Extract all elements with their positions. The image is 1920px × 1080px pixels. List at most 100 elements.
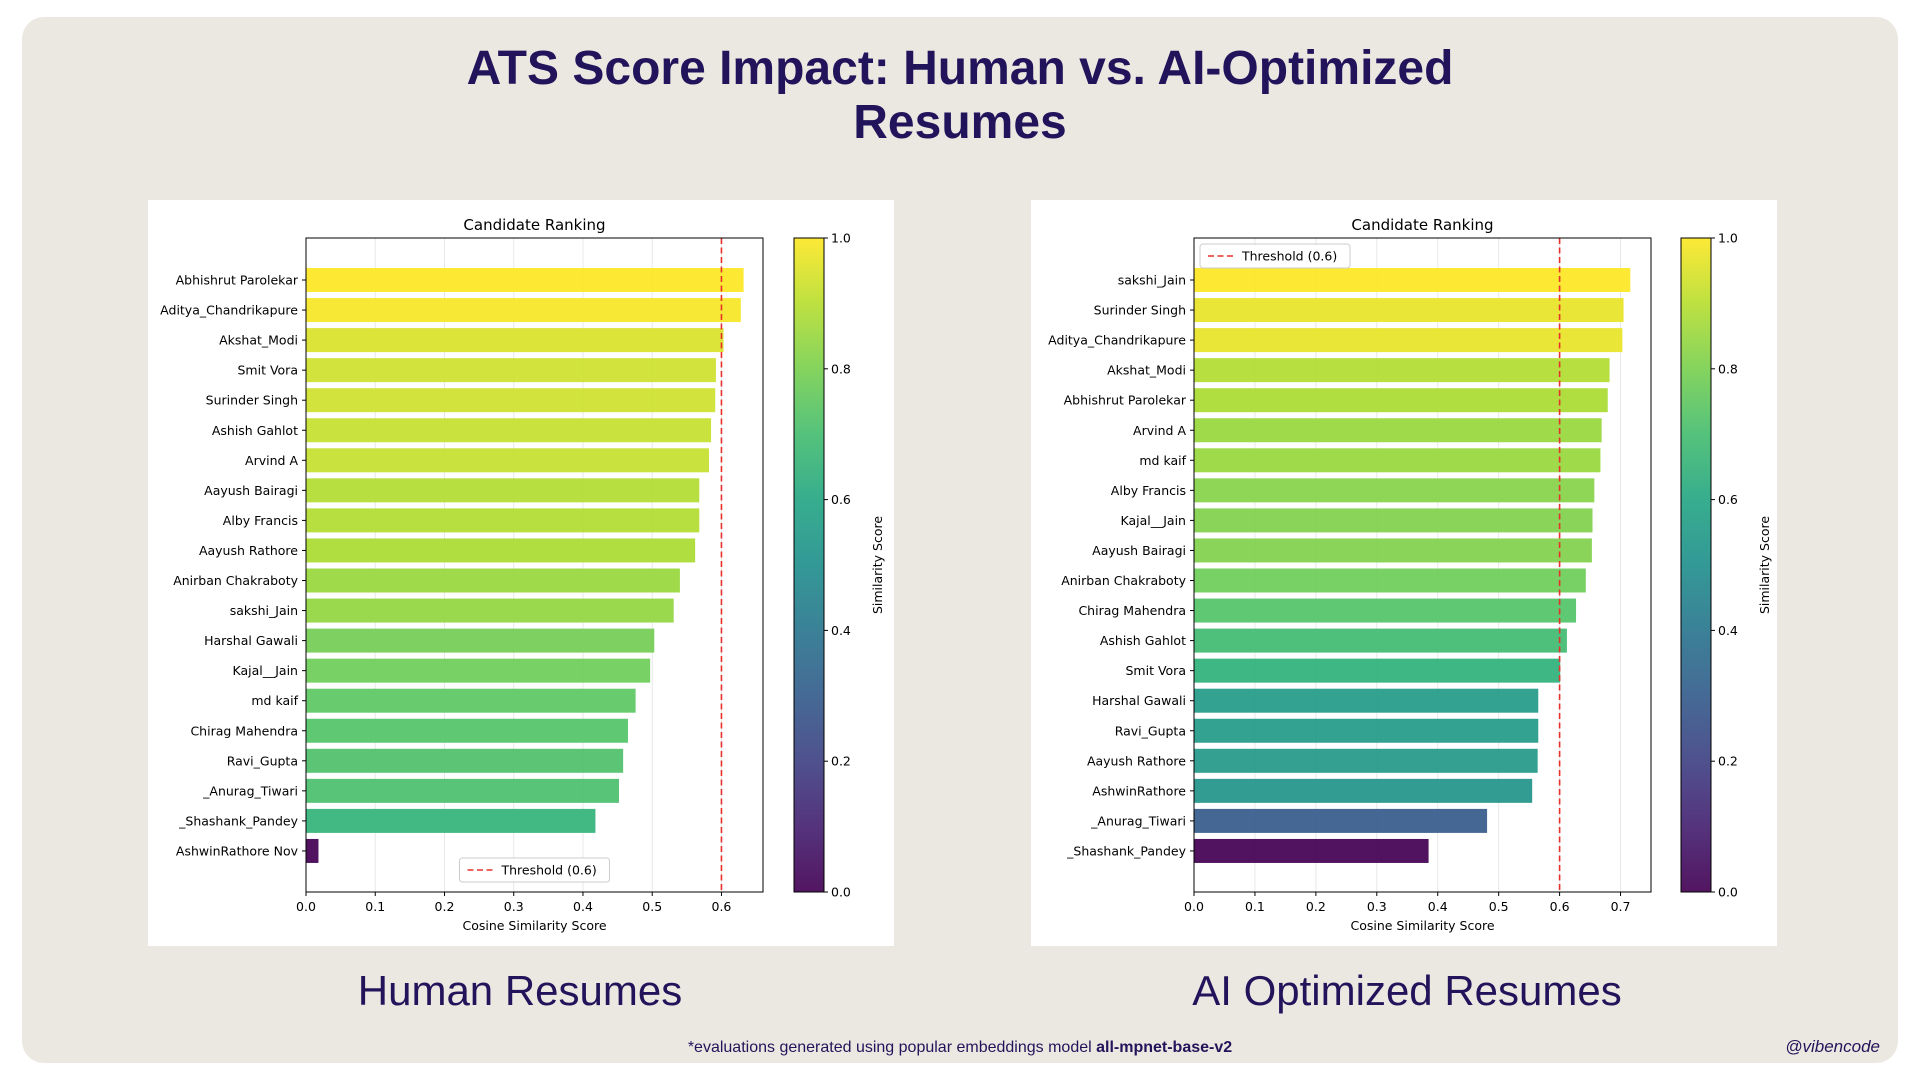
plot-frame [305,237,764,893]
y-tick-label: Chirag Mahendra [1078,603,1186,618]
bar [306,778,619,803]
chart-1-svg: sakshi_Jain Surinder Singh Aditya_Chandrik… [1048,216,1772,933]
y-tick-label: _Anurag_Tiwari [1090,813,1186,828]
page-title: ATS Score Impact: Human vs. AI-Optimized… [466,42,1454,149]
ai-optimized-caption: AI Optimized Resumes [1192,967,1622,1014]
x-tick-label: 0.5 [1489,899,1509,914]
colorbar-tick-label: 0.6 [1718,492,1738,507]
legend-box [1199,243,1351,269]
x-axis-label: Cosine Similarity Score [462,918,606,933]
bar [1194,388,1608,413]
y-tick-label: Arvind A [1133,423,1186,438]
bar [1194,748,1538,773]
y-tick-label: Anirban Chakraboty [1061,573,1186,588]
bar [306,688,636,713]
bar [306,538,696,563]
y-tick-label: Smit Vora [238,363,299,378]
colorbar-tick-label: 0.8 [1718,361,1738,376]
bar [1194,808,1488,833]
bar [1194,418,1602,443]
colorbar-label: Similarity Score [1757,516,1772,614]
x-axis-label: Cosine Similarity Score [1350,918,1494,933]
bar [306,508,700,533]
bar [306,808,596,833]
bar [1194,778,1533,803]
bar [306,328,724,353]
colorbar-tick-label: 0.4 [831,623,851,638]
x-tick-label: 0.0 [1184,899,1204,914]
bar [1194,628,1567,653]
bar [306,268,744,292]
footnote-text: *evaluations generated using popular emb… [687,1039,1097,1056]
y-tick-label: Anirban Chakraboty [173,573,298,588]
x-tick-label: 0.1 [365,899,385,914]
bar [306,358,716,383]
colorbar-tick-label: 0.8 [831,361,851,376]
colorbar-tick-label: 0.2 [831,754,851,769]
colorbar-label: Similarity Score [870,516,885,614]
bar [306,568,680,593]
footnote-model: all-mpnet-base-v2 [1096,1039,1233,1056]
bar [1194,538,1592,563]
plot-frame [1193,237,1652,893]
y-tick-label: Smit Vora [1126,663,1187,678]
x-tick-label: 0.5 [642,899,662,914]
author-handle: @vibencode [1785,1037,1880,1056]
y-tick-label: sakshi_Jain [1118,273,1186,288]
x-tick-label: 0.2 [435,899,455,914]
y-tick-label: AshwinRathore [1092,783,1186,798]
human-resumes-caption: Human Resumes [357,967,683,1014]
bar [306,478,700,503]
bar [306,388,716,413]
bar [306,748,624,773]
y-tick-label: Kajal__Jain [233,663,299,678]
bar [306,658,651,683]
y-tick-label: Akshat_Modi [1107,363,1186,378]
y-tick-label: Ashish Gahlot [1100,633,1186,648]
y-tick-label: Aditya_Chandrikapure [1048,333,1186,348]
legend-label: Threshold (0.6) [501,863,597,878]
y-tick-label: _Shashank_Pandey [178,813,298,828]
bar [306,838,319,863]
colorbar-tick-label: 0.2 [1718,754,1738,769]
colorbar-tick-label: 0.0 [831,885,851,900]
colorbar-tick-label: 1.0 [1718,231,1738,246]
x-tick-label: 0.6 [712,899,732,914]
bar [1194,658,1561,683]
y-tick-label: Surinder Singh [1094,303,1186,318]
y-tick-label: md kaif [1139,453,1186,468]
y-tick-label: md kaif [251,693,298,708]
bar [1194,298,1624,323]
x-tick-label: 0.4 [1428,899,1448,914]
bar [1194,838,1429,863]
y-tick-label: _Anurag_Tiwari [202,783,298,798]
bar [1194,328,1623,353]
x-tick-label: 0.3 [504,899,524,914]
footnote: *evaluations generated using popular emb… [460,1039,1460,1057]
y-tick-label: AshwinRathore Nov [176,843,299,858]
x-tick-label: 0.1 [1245,899,1265,914]
y-tick-label: Arvind A [245,453,298,468]
colorbar-tick-label: 0.6 [831,492,851,507]
bar [1194,268,1631,292]
bar [1194,718,1539,743]
y-tick-label: Akshat_Modi [219,333,298,348]
y-tick-label: Abhishrut Parolekar [176,273,299,288]
y-tick-label: Ravi_Gupta [227,753,298,768]
colorbar [1680,237,1712,893]
bar [306,448,709,473]
y-tick-label: Harshal Gawali [204,633,298,648]
x-tick-label: 0.3 [1367,899,1387,914]
colorbar-tick-label: 0.4 [1718,623,1738,638]
y-tick-label: Aayush Rathore [1087,753,1186,768]
bar [1194,358,1610,383]
bar [306,418,712,443]
x-tick-label: 0.7 [1611,899,1631,914]
chart-title: Candidate Ranking [1351,216,1493,234]
y-tick-label: Alby Francis [223,513,298,528]
bar [306,298,741,323]
bar [1194,478,1595,503]
y-tick-label: Aayush Rathore [199,543,298,558]
y-tick-label: Aditya_Chandrikapure [160,303,298,318]
y-tick-label: Ravi_Gupta [1115,723,1186,738]
